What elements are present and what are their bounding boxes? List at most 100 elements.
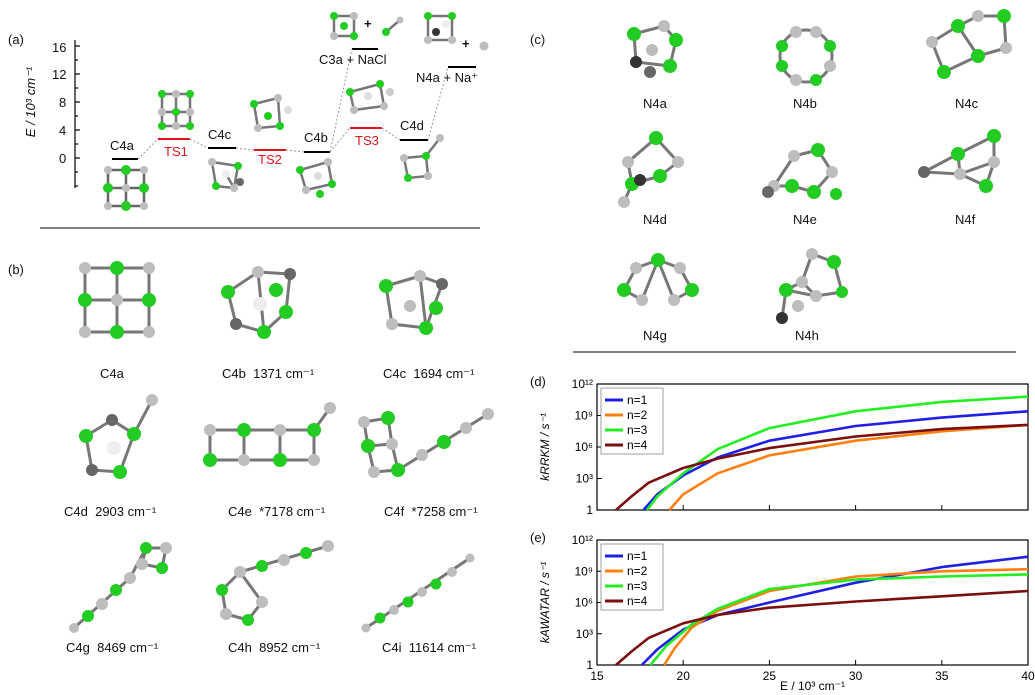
structure-c4a-small [103,165,149,211]
ytick-label: 10⁹ [575,409,594,423]
ytick-label: 1 [586,503,593,517]
isomer-caption-c4d: C4d 2903 cm⁻¹ [64,504,157,519]
species-label-c4d: C4d [400,118,424,133]
panel-label-b: (b) [8,262,24,277]
legend-label: n=2 [627,408,648,422]
product-label-n4a-na: N4a + Na⁺ [416,70,479,85]
isomer-caption-n4d: N4d [643,212,667,227]
isomer-caption-c4a: C4a [100,366,124,381]
structure-c4d [79,394,158,479]
structure-c4i [361,553,475,633]
panel-label-a: (a) [8,32,24,47]
structure-n4a [627,20,683,78]
ytick-label: 0 [59,151,67,166]
structure-c4d-small [400,134,444,182]
ytick-label: 12 [52,67,67,82]
panel-label-e: (e) [530,530,546,545]
ytick-label: 10¹² [572,377,593,391]
y-axis-title-e: kAWATAR / s⁻¹ [538,562,552,643]
product-label-c3a-nacl: C3a + NaCl [319,52,387,67]
structure-c4a [78,261,156,339]
plus-sign: + [462,36,470,51]
ytick-label: 4 [59,123,67,138]
panel-label-d: (d) [530,374,546,389]
structure-c4h [216,540,334,626]
isomer-caption-n4e: N4e [793,212,817,227]
ytick-label: 10⁶ [575,440,593,454]
structure-n4d [618,131,684,208]
structure-c4c [379,270,448,335]
series-line-n=3 [649,573,1029,666]
legend-label: n=2 [627,564,648,578]
xtick-label: 35 [935,669,949,683]
species-label-c4b: C4b [304,130,328,145]
legend-label: n=3 [627,579,648,593]
ts-label-3: TS3 [355,133,379,148]
structure-ts1 [158,90,194,130]
ytick-label: 10³ [576,627,593,641]
ts-label-2: TS2 [258,152,282,167]
legend-label: n=4 [627,438,648,452]
isomer-caption-c4b: C4b 1371 cm⁻¹ [222,366,315,381]
structure-n4g [617,253,699,306]
legend-label: n=3 [627,423,648,437]
legend-label: n=1 [627,393,648,407]
isomer-caption-c4i: C4i 11614 cm⁻¹ [382,640,477,655]
reaction-path-connectors [137,48,449,160]
series-line-n=4 [615,589,1029,666]
plus-sign: + [364,16,372,31]
structure-n4c [926,9,1012,79]
isomer-caption-n4h: N4h [795,328,819,343]
isomer-caption-c4g: C4g 8469 cm⁻¹ [66,640,159,655]
series-line-n=2 [663,567,1029,666]
isomer-caption-n4c: N4c [955,96,979,111]
isomer-caption-c4f: C4f *7258 cm⁻¹ [384,504,478,519]
x-axis-title: E / 10³ cm⁻¹ [780,679,845,693]
structure-ts2 [250,94,292,132]
y-axis-title-d: kRRKM / s⁻¹ [538,413,552,481]
ytick-label: 10⁶ [575,596,593,610]
structure-n4h [776,248,848,324]
isomer-caption-n4g: N4g [643,328,667,343]
na-ion [479,41,489,51]
series-line-n=3 [645,395,1029,511]
species-label-c4c: C4c [208,127,232,142]
structure-c4b-small [296,158,336,198]
structure-n4e [762,143,842,200]
structure-nacl [382,16,404,36]
structure-ts3 [346,80,394,114]
xtick-label: 40 [1021,669,1035,683]
xtick-label: 30 [849,669,863,683]
xtick-label: 25 [763,669,777,683]
structure-n4f [918,129,1001,193]
structure-c4f [358,408,494,478]
isomer-caption-c4c: C4c 1694 cm⁻¹ [383,366,475,381]
isomer-caption-c4h: C4h 8952 cm⁻¹ [228,640,321,655]
panel-label-c: (c) [530,32,546,47]
xtick-label: 20 [677,669,691,683]
species-label-c4a: C4a [110,138,134,153]
structure-n4a-small [424,12,456,44]
legend-label: n=4 [627,594,648,608]
series-line-n=4 [615,423,1029,511]
structure-c4c-small [208,158,244,192]
legend-label: n=1 [627,549,648,563]
structure-c4g [69,542,172,633]
ytick-label: 16 [52,40,67,55]
series-line-n=2 [668,423,1029,511]
ts-label-1: TS1 [164,144,188,159]
ytick-label: 10¹² [572,533,593,547]
isomer-caption-c4e: C4e *7178 cm⁻¹ [228,504,326,519]
structure-c3a [330,12,358,40]
structure-c4b [221,266,296,339]
series-line-n=1 [640,555,1029,666]
ytick-label: 10⁹ [575,564,594,578]
ytick-label: 10³ [576,472,593,486]
ytick-label: 8 [59,95,67,110]
energy-axis-ticks [75,45,80,187]
structure-c4e [203,402,336,467]
structure-n4b [776,26,836,86]
isomer-caption-n4a: N4a [643,96,667,111]
